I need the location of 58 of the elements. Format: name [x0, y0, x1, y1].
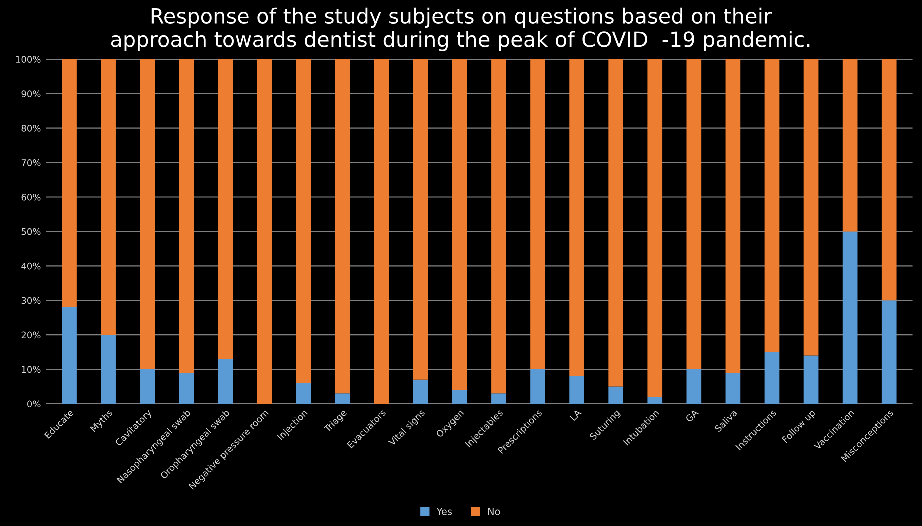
- bar: [726, 59, 741, 373]
- y-tick-label: 0%: [28, 400, 41, 408]
- y-tick-label: 90%: [22, 90, 41, 98]
- bar: [413, 380, 428, 404]
- bar: [296, 59, 312, 384]
- bar: [218, 359, 234, 404]
- bar: [842, 232, 858, 404]
- bar: [335, 394, 350, 404]
- bar: [530, 59, 546, 370]
- bar: [530, 370, 546, 404]
- bar: [140, 370, 156, 404]
- bar: [764, 59, 780, 352]
- bar: [492, 59, 506, 394]
- y-tick-label: 50%: [22, 228, 41, 236]
- bar: [804, 356, 819, 404]
- bar: [452, 390, 468, 404]
- legend-label: Yes: [436, 508, 452, 516]
- legend-label: No: [488, 508, 500, 516]
- bar: [296, 383, 312, 404]
- bar: [374, 59, 390, 404]
- bar: [413, 59, 428, 380]
- bar: [179, 59, 194, 373]
- chart-title: Response of the study subjects on questions based on their approach towards dentist during the peak of COVID -19 pandemic.: [111, 8, 810, 52]
- bar: [882, 300, 897, 404]
- y-tick-label: 100%: [16, 56, 41, 63]
- bar: [101, 335, 116, 404]
- bar: [62, 59, 77, 308]
- y-tick-label: 60%: [22, 194, 41, 201]
- bar: [842, 59, 858, 232]
- bar: [648, 397, 663, 404]
- bar: [140, 59, 156, 370]
- bar: [101, 59, 116, 336]
- bar: [179, 372, 194, 404]
- bar: [726, 372, 741, 404]
- y-tick-label: 10%: [22, 366, 41, 374]
- bar: [570, 376, 584, 404]
- bar: [257, 59, 272, 404]
- y-tick-label: 40%: [22, 262, 41, 270]
- bar: [570, 59, 584, 376]
- bar: [686, 370, 702, 404]
- bar: [335, 59, 350, 394]
- bar: [452, 59, 468, 390]
- bar: [764, 352, 780, 404]
- bar: [648, 59, 663, 398]
- bar: [608, 59, 624, 387]
- bar: [218, 59, 234, 360]
- bar: [882, 59, 897, 301]
- bar: [62, 308, 77, 404]
- y-tick-label: 80%: [22, 125, 41, 132]
- y-tick-label: 20%: [22, 332, 41, 339]
- x-tick-label: LA: [570, 409, 582, 422]
- bar: [804, 59, 819, 356]
- bar: [608, 386, 624, 404]
- x-tick-label: GA: [685, 408, 700, 423]
- bar: [686, 59, 702, 370]
- bar: [492, 394, 506, 404]
- y-tick-label: 70%: [22, 160, 41, 166]
- y-tick-label: 30%: [22, 297, 41, 304]
